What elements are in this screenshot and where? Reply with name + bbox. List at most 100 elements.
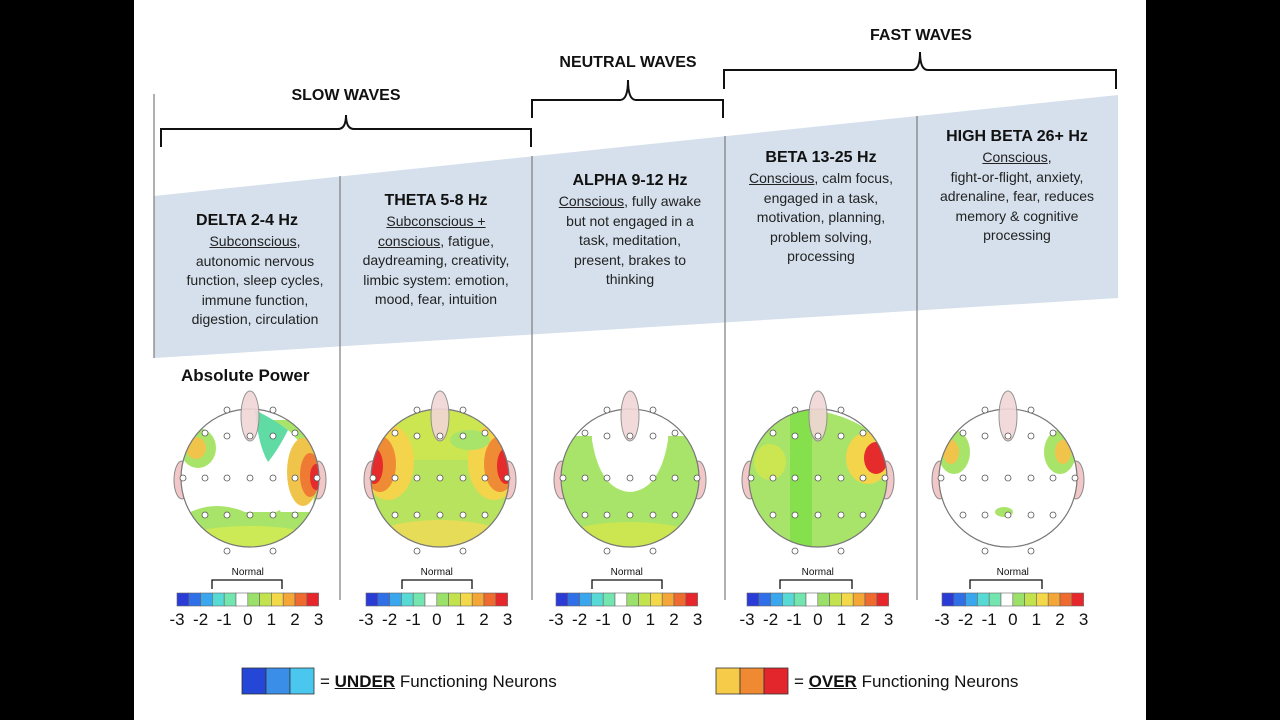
legend-over-swatch xyxy=(739,667,765,695)
scale-tick-label: 1 xyxy=(266,610,277,629)
scale-color-cell xyxy=(746,592,760,607)
scale-tick-label: -3 xyxy=(358,610,374,629)
scale-color-cell xyxy=(448,592,461,607)
electrode-marker xyxy=(581,429,589,437)
electrode-marker xyxy=(1027,406,1035,414)
electrode-marker xyxy=(603,406,611,414)
scale-tick-label: 2 xyxy=(1055,610,1065,629)
electrode-marker xyxy=(791,511,799,519)
electrode-marker xyxy=(603,432,611,440)
band-title-beta: BETA 13-25 Hz xyxy=(765,149,877,166)
scale-tick-label: 3 xyxy=(313,610,324,629)
scale-color-cell xyxy=(673,592,687,607)
electrode-marker xyxy=(649,511,657,519)
scale-tick-label: 3 xyxy=(692,610,703,629)
scale-tick-label: -2 xyxy=(382,610,398,629)
electrode-marker xyxy=(837,432,845,440)
band-desc-alpha: Conscious, fully awake but not engaged in… xyxy=(558,193,702,288)
scale-tick-label: 3 xyxy=(502,610,513,629)
electrode-marker xyxy=(626,511,634,519)
electrode-marker xyxy=(559,474,567,482)
electrode-marker xyxy=(223,511,231,519)
scale-color-cell xyxy=(495,592,508,607)
electrode-marker xyxy=(769,511,777,519)
legend-over-swatch xyxy=(715,667,741,695)
electrode-marker xyxy=(1049,511,1057,519)
electrode-marker xyxy=(313,474,321,482)
electrode-marker xyxy=(959,429,967,437)
group-label-fast: FAST WAVES xyxy=(870,27,972,44)
scale-color-cell xyxy=(626,592,639,607)
electrode-marker xyxy=(459,511,467,519)
electrode-marker xyxy=(603,511,611,519)
scale-color-cell xyxy=(271,592,284,607)
legend-under-swatch xyxy=(289,667,315,695)
electrode-marker xyxy=(459,474,467,482)
electrode-marker xyxy=(581,474,589,482)
scale-tick-label: -1 xyxy=(595,610,611,629)
scale-color-cell xyxy=(401,592,414,607)
scale-color-cell xyxy=(602,592,616,607)
electrode-marker xyxy=(436,432,444,440)
electrode-marker xyxy=(459,547,467,555)
scale-color-cell xyxy=(259,592,272,607)
scale-color-cell xyxy=(841,592,854,607)
electrode-marker xyxy=(291,429,299,437)
electrode-marker xyxy=(201,429,209,437)
electrode-marker xyxy=(881,474,889,482)
scale-color-cell xyxy=(591,592,604,607)
electrode-marker xyxy=(1049,474,1057,482)
scale-color-cell xyxy=(941,592,955,607)
electrode-marker xyxy=(1004,432,1012,440)
electrode-marker xyxy=(859,511,867,519)
scale-color-cell xyxy=(377,592,390,607)
scale-color-cell xyxy=(306,592,319,607)
electrode-marker xyxy=(937,474,945,482)
scale-color-cell xyxy=(424,592,438,607)
electrode-marker xyxy=(769,429,777,437)
electrode-marker xyxy=(1071,474,1079,482)
scale-tick-label: 2 xyxy=(290,610,300,629)
scale-color-cell xyxy=(638,592,651,607)
normal-label: Normal xyxy=(996,567,1029,578)
electrode-marker xyxy=(391,511,399,519)
electrode-marker xyxy=(837,406,845,414)
scale-color-cell xyxy=(685,592,698,607)
scale-tick-label: -1 xyxy=(216,610,232,629)
electrode-marker xyxy=(459,406,467,414)
electrode-marker xyxy=(959,511,967,519)
electrode-marker xyxy=(223,474,231,482)
electrode-marker xyxy=(269,406,277,414)
electrode-marker xyxy=(837,511,845,519)
group-label-neutral: NEUTRAL WAVES xyxy=(559,54,697,71)
topomap-high-beta xyxy=(931,390,1085,548)
scale-tick-label: -2 xyxy=(958,610,974,629)
electrode-marker xyxy=(626,432,634,440)
electrode-marker xyxy=(179,474,187,482)
scale-color-cell xyxy=(829,592,842,607)
scale-color-cell xyxy=(294,592,308,607)
electrode-marker xyxy=(814,474,822,482)
fast-waves-brace xyxy=(723,51,1117,89)
scale-tick-label: -1 xyxy=(981,610,997,629)
scale-color-cell xyxy=(864,592,878,607)
electrode-marker xyxy=(837,474,845,482)
electrode-marker xyxy=(649,474,657,482)
topomap-theta xyxy=(363,390,517,548)
scale-color-cell xyxy=(661,592,675,607)
band-desc-theta: Subconscious + conscious, fatigue, daydrea… xyxy=(362,213,510,308)
scale-tick-label: 3 xyxy=(883,610,894,629)
scale-tick-label: 2 xyxy=(669,610,679,629)
electrode-marker xyxy=(791,406,799,414)
electrode-marker xyxy=(413,406,421,414)
color-scales xyxy=(176,592,1084,607)
normal-label: Normal xyxy=(801,567,834,578)
scale-tick-label: -3 xyxy=(934,610,950,629)
electrode-marker xyxy=(223,432,231,440)
electrode-marker xyxy=(649,406,657,414)
band-desc-beta: Conscious, calm focus, engaged in a task,… xyxy=(749,170,893,265)
electrode-markers xyxy=(179,406,1079,555)
scale-color-cell xyxy=(188,592,201,607)
scale-color-cell xyxy=(1036,592,1049,607)
scale-color-cell xyxy=(965,592,978,607)
